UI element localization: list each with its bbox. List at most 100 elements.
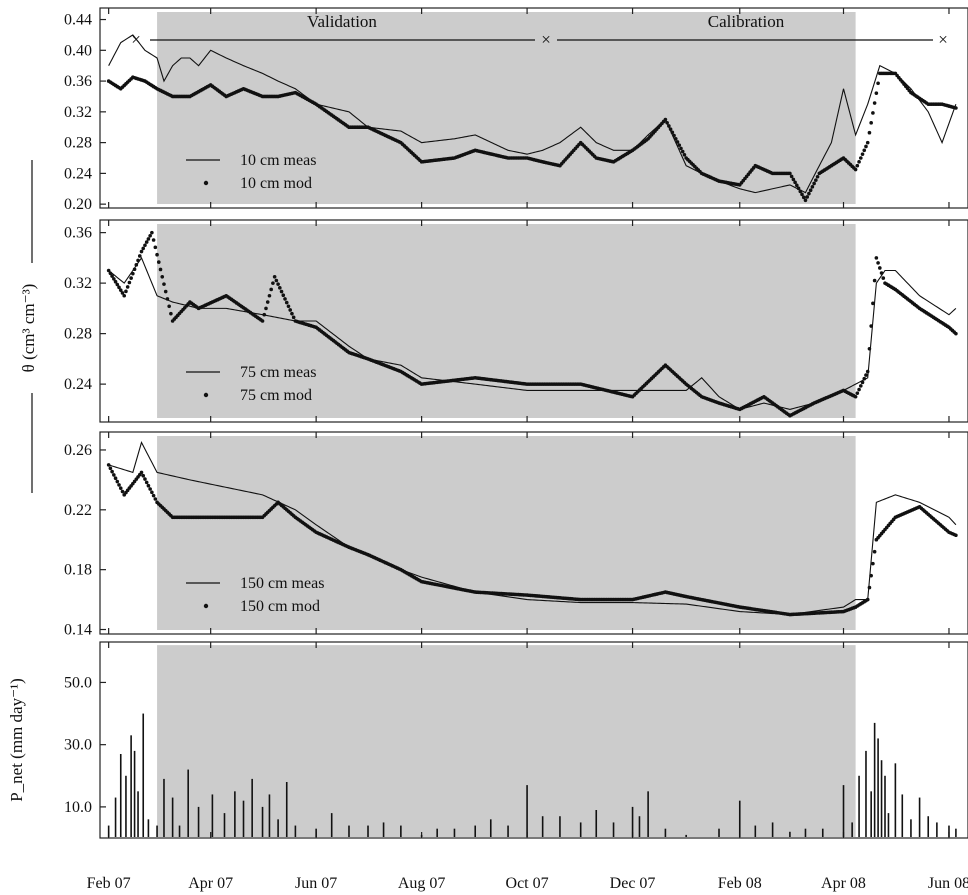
bar-pnet xyxy=(631,806,634,837)
legend-150cm: 150 cm meas 150 cm mod xyxy=(186,575,324,615)
point-75-cm-mod xyxy=(155,252,159,257)
point-75-cm-mod xyxy=(108,271,113,276)
bar-pnet xyxy=(133,750,136,837)
bar-pnet xyxy=(526,785,528,837)
bar-pnet xyxy=(873,722,876,837)
panel-pnet-ytick-label-2: 50.0 xyxy=(64,674,92,691)
x-tick-label-5: Dec 07 xyxy=(610,875,656,892)
point-10-cm-mod xyxy=(855,163,860,168)
series-pnet-bars xyxy=(107,713,957,837)
panel-10cm-ytick-label-4: 0.36 xyxy=(64,73,92,90)
point-75-cm-mod xyxy=(144,240,149,244)
point-150-cm-mod xyxy=(146,483,151,488)
bar-pnet xyxy=(223,813,226,837)
panel-pnet-ytick-label-0: 10.0 xyxy=(64,799,92,816)
bar-pnet xyxy=(178,825,181,837)
bar-pnet xyxy=(285,782,288,837)
bar-pnet xyxy=(187,769,189,837)
point-75-cm-mod xyxy=(857,387,861,392)
bar-pnet xyxy=(804,828,807,837)
bar-pnet xyxy=(647,791,649,837)
bar-pnet xyxy=(474,825,477,837)
point-10-cm-mod xyxy=(791,177,796,182)
point-75-cm-mod xyxy=(153,245,158,250)
point-10-cm-mod xyxy=(874,91,879,95)
x-tick-label-6: Feb 08 xyxy=(718,875,762,892)
panel-10cm-ytick-label-5: 0.40 xyxy=(64,42,92,59)
period-marker-mid: × xyxy=(541,30,551,49)
bar-pnet xyxy=(268,794,271,837)
point-10-cm-mod xyxy=(808,188,813,193)
point-75-cm-mod xyxy=(141,246,146,251)
bar-pnet xyxy=(147,819,150,837)
point-10-cm-mod xyxy=(795,183,799,188)
bar-pnet xyxy=(595,810,598,837)
point-75-cm-mod xyxy=(284,300,289,305)
bar-pnet xyxy=(197,806,200,837)
point-75-cm-mod xyxy=(118,288,123,292)
point-10-cm-mod xyxy=(853,167,858,172)
point-75-cm-mod xyxy=(879,271,884,275)
point-75-cm-mod xyxy=(150,230,154,235)
period-marker-end: × xyxy=(938,30,948,49)
bar-pnet xyxy=(559,816,561,837)
point-75-cm-mod xyxy=(855,391,860,395)
panel-150cm-ytick-label-1: 0.18 xyxy=(64,562,92,579)
point-75-cm-mod xyxy=(124,289,128,294)
point-150-cm-mod xyxy=(872,549,877,554)
point-75-cm-mod xyxy=(876,261,880,265)
legend-swatch-150cm-mod xyxy=(203,603,209,609)
point-150-cm-mod xyxy=(148,487,152,491)
bar-pnet xyxy=(685,834,687,837)
bar-pnet xyxy=(718,828,720,837)
bar-pnet xyxy=(348,825,350,837)
point-75-cm-mod xyxy=(864,373,868,377)
bar-pnet xyxy=(880,760,883,837)
point-10-cm-mod xyxy=(798,189,803,194)
panel-pnet: 10.0 30.0 50.0 P_net (mm day⁻¹) xyxy=(7,641,968,839)
point-75-cm-mod xyxy=(143,243,147,248)
point-75-cm-mod xyxy=(279,289,284,294)
legend-10cm: 10 cm meas 10 cm mod xyxy=(186,152,316,192)
panel-75cm-ytick-label-0: 0.24 xyxy=(64,376,92,393)
x-tick-label-0: Feb 07 xyxy=(87,875,131,892)
point-10-cm-mod xyxy=(857,160,861,164)
point-10-cm-mod xyxy=(810,185,815,189)
point-75-cm-mod xyxy=(148,233,152,238)
panel-150cm-ticks: 0.14 0.18 0.22 0.26 xyxy=(64,432,950,639)
point-10-cm-mod xyxy=(675,140,680,144)
point-10-cm-mod xyxy=(670,130,675,135)
period-label-validation: Validation xyxy=(307,12,377,31)
point-75-cm-mod xyxy=(265,300,270,304)
x-tick-label-3: Aug 07 xyxy=(398,875,446,892)
point-10-cm-mod xyxy=(807,191,811,196)
point-150-cm-mod xyxy=(141,473,146,478)
bar-pnet xyxy=(738,800,741,837)
point-10-cm-mod xyxy=(788,171,792,176)
bar-pnet xyxy=(234,791,236,837)
point-75-cm-mod xyxy=(865,369,870,374)
point-150-cm-mod xyxy=(865,597,870,602)
panel-10cm-series xyxy=(106,34,958,203)
point-10-cm-mod xyxy=(869,121,873,125)
point-75-cm-mod xyxy=(106,268,111,273)
bar-pnet xyxy=(771,822,774,837)
series-150-cm-mod xyxy=(106,463,958,617)
point-75-cm-mod xyxy=(264,306,268,311)
point-10-cm-mod xyxy=(667,124,671,128)
point-75-cm-mod xyxy=(137,254,142,258)
point-75-cm-mod xyxy=(286,304,291,309)
series-10-cm-mod xyxy=(106,71,958,203)
x-tick-label-7: Apr 08 xyxy=(821,875,866,892)
panel-150cm-shade xyxy=(157,436,856,630)
point-10-cm-mod xyxy=(815,174,820,179)
bar-pnet xyxy=(294,825,297,837)
series-150-cm-meas xyxy=(108,440,957,616)
point-75-cm-mod xyxy=(127,280,132,285)
point-75-cm-mod xyxy=(288,308,293,312)
point-75-cm-mod xyxy=(151,238,156,242)
point-75-cm-mod xyxy=(158,267,163,272)
bar-pnet xyxy=(420,834,423,837)
point-75-cm-mod xyxy=(146,237,151,241)
x-axis: Feb 07 Apr 07 Jun 07 Aug 07 Oct 07 Dec 07 Feb … xyxy=(87,875,968,892)
